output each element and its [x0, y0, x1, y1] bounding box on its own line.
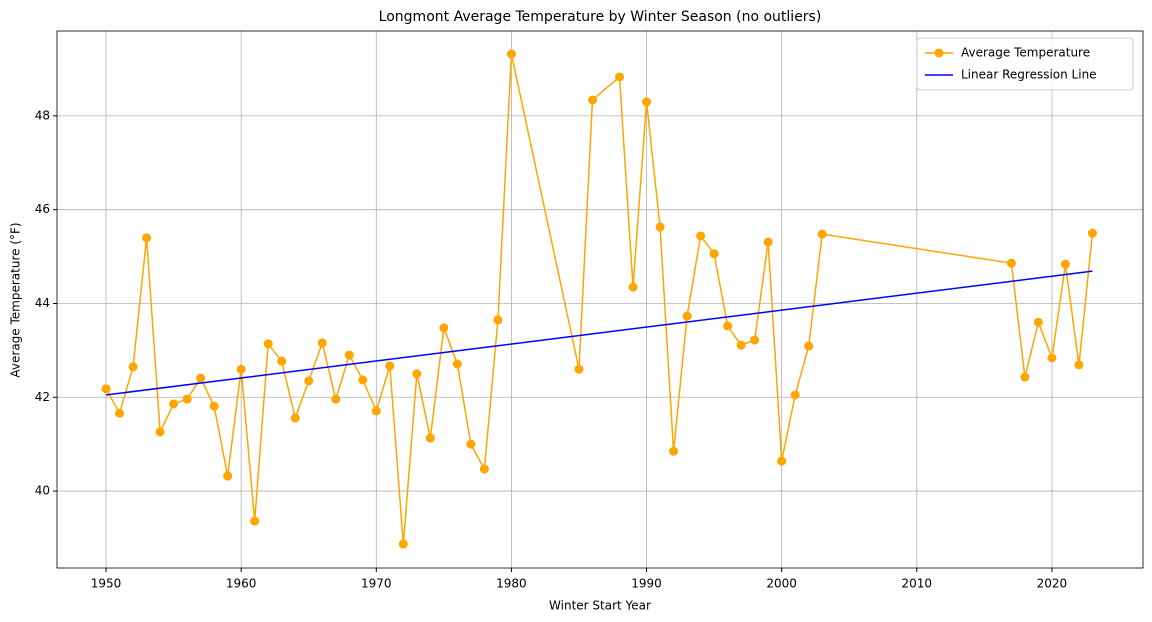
marker — [263, 339, 273, 349]
marker — [452, 359, 462, 369]
legend-marker — [934, 48, 944, 58]
x-tick-label: 1970 — [361, 577, 392, 591]
marker — [723, 321, 733, 331]
marker — [371, 406, 381, 416]
legend-text: Linear Regression Line — [961, 68, 1097, 82]
marker — [804, 341, 814, 351]
legend-text: Average Temperature — [961, 46, 1090, 60]
line — [105, 270, 1093, 396]
marker — [479, 464, 489, 474]
marker — [628, 282, 638, 292]
marker — [236, 364, 246, 374]
marker — [425, 433, 435, 443]
marker — [277, 356, 287, 366]
marker — [412, 369, 422, 379]
y-tick-label: 48 — [35, 108, 50, 122]
marker — [777, 456, 787, 466]
marker — [196, 373, 206, 383]
marker — [466, 439, 476, 449]
legend-box — [916, 37, 1134, 91]
marker — [682, 311, 692, 321]
marker — [790, 390, 800, 400]
marker — [817, 229, 827, 239]
marker — [763, 237, 773, 247]
marker — [331, 394, 341, 404]
x-tick-label: 1950 — [91, 577, 122, 591]
x-tick-label: 1990 — [631, 577, 662, 591]
chart-title: Longmont Average Temperature by Winter S… — [379, 9, 822, 25]
marker — [736, 340, 746, 350]
marker — [1047, 353, 1057, 363]
plot-frame — [56, 30, 1144, 569]
marker — [250, 516, 260, 526]
marker — [317, 338, 327, 348]
marker — [669, 446, 679, 456]
marker — [1074, 360, 1084, 370]
x-tick-label: 1960 — [226, 577, 257, 591]
marker — [358, 375, 368, 385]
marker — [506, 49, 516, 59]
marker — [1060, 259, 1070, 269]
marker — [642, 97, 652, 107]
marker — [709, 249, 719, 259]
marker — [128, 362, 138, 372]
marker — [169, 399, 179, 409]
marker — [1087, 228, 1097, 238]
line — [105, 53, 1094, 545]
marker — [155, 427, 165, 437]
marker — [588, 95, 598, 105]
marker — [398, 539, 408, 549]
marker — [142, 233, 152, 243]
marker — [209, 401, 219, 411]
marker — [655, 222, 665, 232]
marker — [182, 394, 192, 404]
marker — [493, 315, 503, 325]
marker — [1020, 372, 1030, 382]
marker — [615, 72, 625, 82]
marker — [344, 350, 354, 360]
y-tick-label: 42 — [35, 390, 50, 404]
marker — [223, 471, 233, 481]
x-tick-label: 2020 — [1037, 577, 1068, 591]
x-tick-label: 2000 — [766, 577, 797, 591]
y-tick-label: 46 — [35, 202, 50, 216]
y-axis-label: Average Temperature (°F) — [9, 222, 23, 377]
marker — [439, 323, 449, 333]
marker — [750, 335, 760, 345]
marker — [290, 413, 300, 423]
y-tick-label: 44 — [35, 296, 50, 310]
x-tick-label: 2010 — [902, 577, 933, 591]
x-axis-label: Winter Start Year — [549, 599, 651, 613]
y-tick-label: 40 — [35, 484, 50, 498]
marker — [101, 384, 111, 394]
marker — [696, 231, 706, 241]
marker — [1006, 258, 1016, 268]
marker — [1033, 317, 1043, 327]
marker — [115, 408, 125, 418]
marker — [385, 361, 395, 371]
marker — [304, 376, 314, 386]
marker — [574, 364, 584, 374]
x-tick-label: 1980 — [496, 577, 527, 591]
